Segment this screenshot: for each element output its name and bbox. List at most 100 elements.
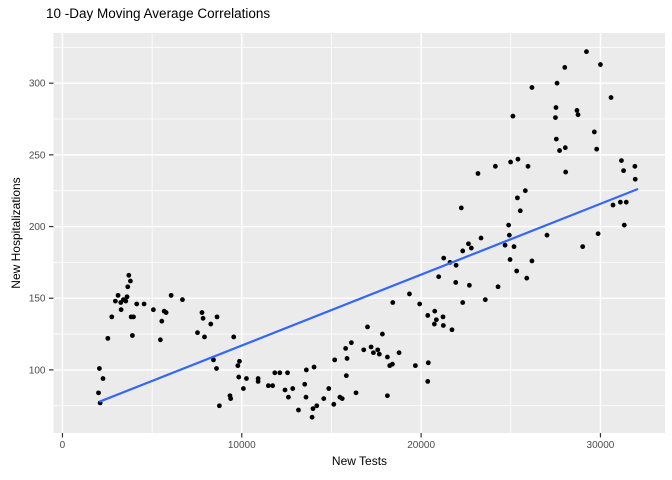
data-point bbox=[195, 330, 200, 336]
data-point bbox=[376, 351, 382, 357]
data-point bbox=[417, 301, 423, 307]
data-point bbox=[453, 280, 459, 285]
data-point bbox=[282, 387, 288, 393]
data-point bbox=[432, 308, 438, 314]
data-point bbox=[126, 272, 132, 278]
data-point bbox=[529, 258, 535, 264]
data-point bbox=[314, 403, 320, 409]
data-point bbox=[331, 401, 337, 407]
data-point bbox=[431, 321, 437, 327]
data-point bbox=[303, 394, 309, 400]
data-point bbox=[478, 235, 484, 241]
x-tick-label: 20000 bbox=[407, 440, 435, 451]
y-tick-label: 250 bbox=[29, 150, 46, 161]
data-point bbox=[157, 337, 163, 343]
data-point bbox=[621, 222, 627, 228]
data-point bbox=[522, 188, 528, 194]
data-point bbox=[100, 376, 106, 381]
data-point bbox=[595, 231, 601, 237]
data-point bbox=[134, 301, 140, 307]
data-point bbox=[344, 356, 350, 361]
data-point bbox=[562, 145, 568, 151]
data-point bbox=[466, 241, 471, 247]
data-point bbox=[495, 284, 501, 290]
y-tick-label: 100 bbox=[29, 365, 46, 376]
data-point bbox=[575, 112, 581, 118]
data-point bbox=[515, 156, 521, 162]
data-point bbox=[130, 333, 135, 338]
data-point bbox=[594, 146, 600, 152]
data-point bbox=[557, 148, 562, 153]
data-point bbox=[150, 307, 156, 313]
data-point bbox=[515, 195, 520, 201]
data-point bbox=[236, 374, 242, 380]
data-point bbox=[407, 291, 412, 297]
data-point bbox=[507, 257, 513, 262]
data-point bbox=[425, 360, 431, 366]
data-point bbox=[214, 314, 220, 320]
data-point bbox=[574, 108, 580, 113]
data-point bbox=[348, 340, 354, 346]
data-point bbox=[211, 357, 216, 363]
data-point bbox=[544, 232, 550, 238]
data-point bbox=[466, 282, 472, 288]
data-point bbox=[303, 367, 309, 373]
data-point bbox=[553, 105, 559, 110]
data-point bbox=[525, 163, 531, 169]
y-tick-label: 300 bbox=[29, 79, 46, 90]
data-point bbox=[517, 208, 523, 214]
y-tick-label: 200 bbox=[29, 222, 46, 233]
data-point bbox=[326, 386, 332, 391]
data-point bbox=[159, 318, 165, 324]
data-point bbox=[265, 383, 271, 389]
data-point bbox=[270, 383, 276, 389]
data-point bbox=[396, 350, 402, 356]
data-point bbox=[290, 386, 296, 391]
data-point bbox=[440, 323, 446, 328]
data-point bbox=[272, 370, 278, 376]
data-point bbox=[598, 62, 603, 67]
data-point bbox=[553, 115, 558, 120]
data-point bbox=[510, 113, 516, 119]
data-point bbox=[228, 396, 234, 401]
plot-panel bbox=[53, 33, 665, 433]
data-point bbox=[617, 199, 623, 205]
data-point bbox=[385, 393, 390, 399]
data-point bbox=[309, 414, 315, 420]
x-tick-label: 30000 bbox=[587, 440, 615, 451]
y-tick-label: 150 bbox=[29, 294, 46, 305]
data-point bbox=[285, 370, 290, 376]
data-point bbox=[379, 331, 385, 337]
data-point bbox=[286, 394, 291, 400]
data-point bbox=[365, 324, 370, 330]
data-point bbox=[216, 403, 222, 409]
data-point bbox=[460, 300, 466, 305]
data-point bbox=[311, 364, 317, 370]
data-point bbox=[163, 310, 169, 315]
data-point bbox=[118, 307, 124, 313]
data-point bbox=[125, 284, 131, 290]
data-point bbox=[632, 163, 638, 169]
data-point bbox=[237, 358, 242, 364]
data-point bbox=[440, 314, 446, 320]
data-point bbox=[458, 205, 464, 211]
data-point bbox=[199, 310, 205, 315]
data-point bbox=[506, 232, 512, 238]
data-point bbox=[425, 378, 431, 384]
data-point bbox=[332, 357, 338, 363]
x-tick-label: 0 bbox=[60, 440, 66, 451]
data-point bbox=[343, 373, 349, 379]
data-point bbox=[375, 347, 381, 353]
data-point bbox=[96, 390, 101, 396]
data-point bbox=[208, 321, 214, 327]
data-point bbox=[115, 292, 121, 298]
data-point bbox=[475, 171, 481, 176]
data-point bbox=[584, 49, 589, 55]
data-point bbox=[339, 396, 345, 401]
data-point bbox=[468, 245, 474, 251]
data-point bbox=[433, 317, 439, 323]
data-point bbox=[554, 80, 560, 86]
data-point bbox=[361, 347, 367, 353]
data-point bbox=[608, 95, 614, 100]
